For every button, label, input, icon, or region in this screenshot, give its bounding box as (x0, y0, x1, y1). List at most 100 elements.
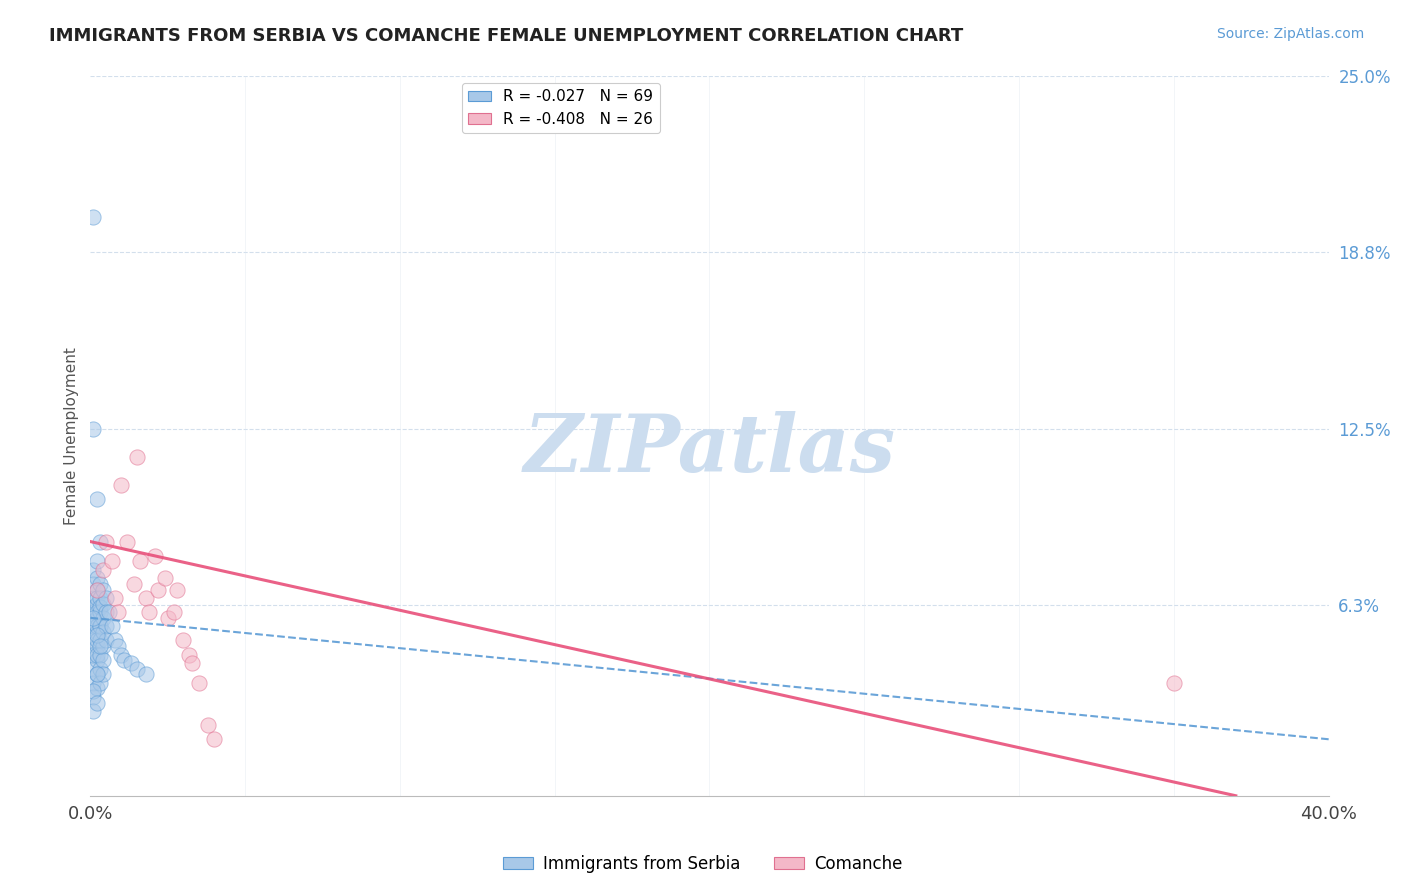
Point (86, 667, 108, 681)
Point (82, 648, 104, 662)
Point (82, 605, 104, 619)
Point (89, 633, 111, 648)
Point (153, 571, 176, 585)
Point (138, 605, 160, 619)
Point (86, 597, 108, 611)
Point (156, 611, 179, 625)
Point (91, 563, 114, 577)
Point (104, 591, 127, 605)
Point (112, 653, 135, 667)
Point (143, 549, 166, 563)
Point (107, 605, 129, 619)
Point (122, 577, 145, 591)
Point (86, 492, 108, 507)
Point (172, 633, 194, 648)
Point (91, 582, 114, 597)
Point (86, 648, 108, 662)
Point (91, 624, 114, 639)
Point (89, 577, 111, 591)
Point (91, 639, 114, 653)
Point (86, 653, 108, 667)
Point (125, 662, 148, 676)
Text: ZIPatlas: ZIPatlas (523, 411, 896, 489)
Point (89, 619, 111, 633)
Point (82, 633, 104, 648)
Point (82, 210, 104, 224)
Point (91, 611, 114, 625)
Point (86, 582, 108, 597)
Point (94, 633, 117, 648)
Point (179, 648, 201, 662)
Point (82, 619, 104, 633)
Point (120, 656, 142, 670)
Point (89, 662, 111, 676)
Point (163, 605, 186, 619)
Point (82, 662, 104, 676)
Text: IMMIGRANTS FROM SERBIA VS COMANCHE FEMALE UNEMPLOYMENT CORRELATION CHART: IMMIGRANTS FROM SERBIA VS COMANCHE FEMAL… (49, 27, 963, 45)
Point (187, 675, 209, 690)
Legend: Immigrants from Serbia, Comanche: Immigrants from Serbia, Comanche (496, 848, 910, 880)
Point (89, 591, 111, 605)
Point (82, 577, 104, 591)
Point (82, 591, 104, 605)
Point (91, 667, 114, 681)
Point (89, 605, 111, 619)
Point (82, 684, 104, 698)
Point (86, 582, 108, 597)
Point (82, 619, 104, 633)
Point (86, 628, 108, 642)
Point (89, 675, 111, 690)
Point (107, 639, 129, 653)
Point (104, 633, 127, 648)
Point (181, 656, 204, 670)
Point (86, 639, 108, 653)
Point (86, 605, 108, 619)
Legend: R = -0.027   N = 69, R = -0.408   N = 26: R = -0.027 N = 69, R = -0.408 N = 26 (463, 83, 659, 133)
Y-axis label: Female Unemployment: Female Unemployment (65, 347, 79, 524)
Point (101, 619, 124, 633)
Point (97, 605, 120, 619)
Point (94, 591, 117, 605)
Point (1163, 675, 1185, 690)
Point (82, 704, 104, 718)
Point (86, 624, 108, 639)
Point (135, 667, 157, 681)
Point (94, 605, 117, 619)
Point (89, 534, 111, 549)
Point (82, 690, 104, 704)
Point (128, 554, 150, 568)
Point (82, 648, 104, 662)
Point (89, 619, 111, 633)
Point (110, 648, 132, 662)
Point (86, 696, 108, 710)
Point (202, 732, 225, 747)
Point (82, 421, 104, 435)
Point (86, 619, 108, 633)
Point (125, 450, 148, 464)
Point (91, 597, 114, 611)
Point (86, 571, 108, 585)
Point (94, 619, 117, 633)
Point (82, 599, 104, 614)
Point (86, 667, 108, 681)
Point (117, 534, 139, 549)
Point (110, 478, 132, 492)
Point (89, 648, 111, 662)
Point (166, 582, 188, 597)
Point (89, 639, 111, 653)
Point (82, 563, 104, 577)
Point (86, 681, 108, 696)
Point (89, 599, 111, 614)
Point (82, 675, 104, 690)
Point (86, 611, 108, 625)
Point (94, 534, 117, 549)
Point (91, 653, 114, 667)
Point (82, 611, 104, 625)
Text: Source: ZipAtlas.com: Source: ZipAtlas.com (1216, 27, 1364, 41)
Point (86, 591, 108, 605)
Point (86, 633, 108, 648)
Point (197, 718, 219, 732)
Point (86, 554, 108, 568)
Point (148, 582, 170, 597)
Point (101, 554, 124, 568)
